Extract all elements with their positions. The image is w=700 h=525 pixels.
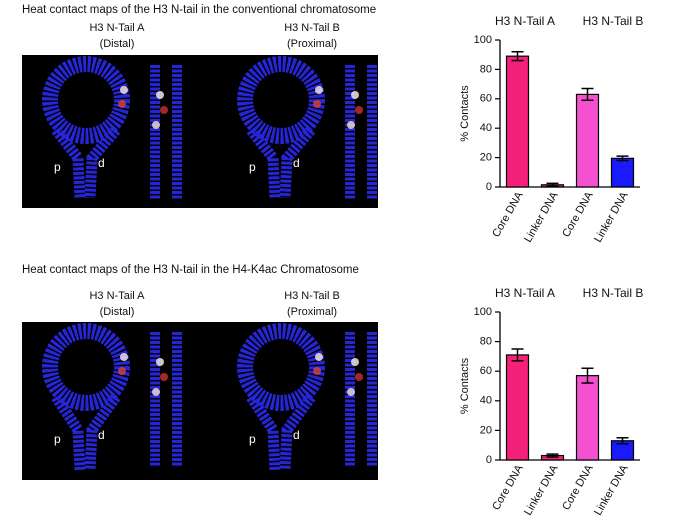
error-bar [616,155,629,162]
x-tick-label: Linker DNA [522,189,561,244]
bar [505,55,530,188]
dna-linker [279,126,316,199]
y-tick-label: 100 [474,306,492,318]
y-tick-label: 80 [480,336,492,348]
error-bar [546,182,559,188]
heat-spot [160,373,168,381]
heat-spot [120,86,128,94]
end-marker: d [98,156,105,170]
heat-spot [347,388,355,396]
error-bar [511,51,524,62]
dna-linker [279,393,316,471]
view-name: H3 N-Tail A [89,22,145,34]
view-position: (Distal) [100,38,135,50]
dna-linker [51,126,86,199]
x-tick-label: Linker DNA [522,462,561,517]
y-tick-label: 40 [480,122,492,134]
view-position: (Proximal) [287,38,337,50]
dna-linker [246,126,281,199]
end-marker: d [293,156,300,170]
group-label: H3 N-Tail B [583,286,644,300]
heat-spot [315,86,323,94]
error-bar [581,87,594,102]
heat-spot [355,373,363,381]
heat-spot [351,91,359,99]
view-position: (Proximal) [287,306,337,318]
heat-spot [152,388,160,396]
y-tick-label: 0 [486,454,492,466]
dna-linker [84,126,121,199]
y-tick-label: 20 [480,424,492,436]
heat-spot [118,100,126,108]
x-tick-label: Core DNA [560,462,596,512]
y-tick-label: 60 [480,365,492,377]
view-name: H3 N-Tail B [284,290,340,302]
panel-title: Heat contact maps of the H3 N-tail in th… [22,4,376,16]
heat-spot [156,358,164,366]
error-bar [511,348,524,362]
y-tick-label: 80 [480,63,492,75]
y-axis-label: % Contacts [459,357,471,414]
dna-linker [84,393,121,471]
heat-spot [152,121,160,129]
y-tick-label: 100 [474,34,492,46]
heat-spot [315,353,323,361]
y-axis-label: % Contacts [459,85,471,142]
x-tick-label: Linker DNA [592,189,631,244]
heat-spot [347,121,355,129]
y-tick-label: 20 [480,152,492,164]
panel-title: Heat contact maps of the H3 N-tail in th… [22,264,359,276]
heat-spot [313,367,321,375]
heat-spot [313,100,321,108]
y-tick-label: 0 [486,181,492,193]
group-label: H3 N-Tail A [495,14,555,28]
view-name: H3 N-Tail B [284,22,340,34]
group-label: H3 N-Tail A [495,286,555,300]
x-tick-label: Core DNA [560,189,596,239]
y-tick-label: 40 [480,395,492,407]
error-bar [546,453,559,458]
bar [575,375,600,461]
x-tick-label: Core DNA [490,462,526,512]
end-marker: d [98,428,105,442]
heat-spot [120,353,128,361]
end-marker: p [54,432,61,446]
y-tick-label: 60 [480,93,492,105]
x-tick-label: Core DNA [490,189,526,239]
bar [505,354,530,461]
view-position: (Distal) [100,306,135,318]
bar [575,93,600,188]
end-marker: p [249,160,256,174]
bar [610,157,635,188]
heat-spot [160,106,168,114]
group-label: H3 N-Tail B [583,14,644,28]
error-bar [616,437,629,445]
error-bar [581,367,594,384]
heat-spot [351,358,359,366]
heat-spot [355,106,363,114]
end-marker: p [54,160,61,174]
heat-spot [156,91,164,99]
end-marker: d [293,428,300,442]
end-marker: p [249,432,256,446]
heat-spot [118,367,126,375]
x-tick-label: Linker DNA [592,462,631,517]
view-name: H3 N-Tail A [89,290,145,302]
